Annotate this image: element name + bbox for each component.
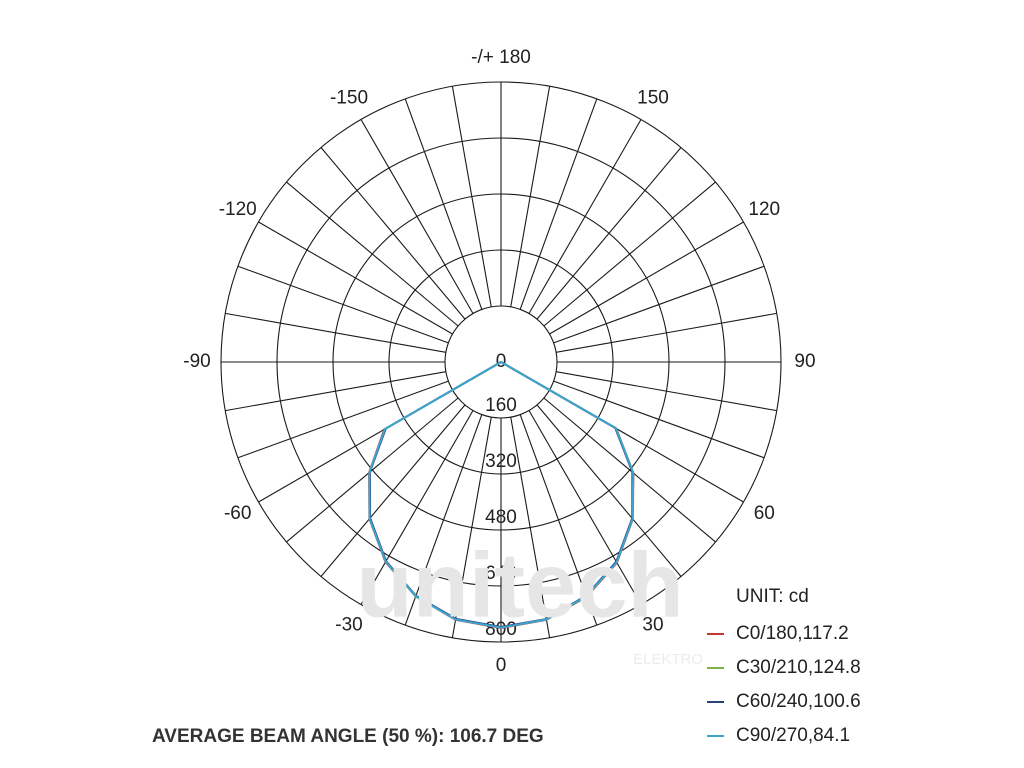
theta-tick-label: -150 <box>330 88 368 109</box>
plot: 0 160 320 480 640 800 -/+ 180 150 120 90 60 30 0 -30 -… <box>183 47 860 746</box>
theta-tick-label: -30 <box>335 614 362 635</box>
r-tick-label: 0 <box>496 351 507 372</box>
unit-label: UNIT: cd <box>736 586 809 607</box>
r-tick-label: 160 <box>485 395 517 416</box>
legend-label: C60/240,100.6 <box>736 691 861 712</box>
theta-tick-label: 30 <box>642 614 663 635</box>
ring <box>388 249 614 475</box>
ring <box>276 137 726 587</box>
legend-label: C0/180,117.2 <box>736 623 849 644</box>
legend-label: C30/210,124.8 <box>736 657 861 678</box>
ring <box>444 305 558 419</box>
theta-tick-label: 150 <box>637 88 669 109</box>
theta-tick-label: 0 <box>496 655 507 676</box>
footer: AVERAGE BEAM ANGLE (50 %): 106.7 DEG <box>152 726 544 747</box>
theta-tick-label: -60 <box>224 503 251 524</box>
watermark-brand: unitech <box>356 534 683 636</box>
theta-tick-label: 60 <box>754 503 775 524</box>
ring <box>220 81 782 643</box>
ring <box>332 193 670 531</box>
theta-tick-label: 120 <box>748 199 780 220</box>
theta-tick-label: -120 <box>219 199 257 220</box>
legend-label: C90/270,84.1 <box>736 725 850 746</box>
theta-tick-label: -90 <box>183 351 210 372</box>
theta-tick-label: -/+ 180 <box>471 47 531 68</box>
r-tick-label: 320 <box>485 451 517 472</box>
intensity-curve <box>368 361 635 629</box>
r-tick-label: 480 <box>485 507 517 528</box>
r-tick-label: 640 <box>485 563 517 584</box>
r-tick-label: 800 <box>485 619 517 640</box>
watermark-sub: ELEKTRO <box>633 651 703 668</box>
theta-tick-label: 90 <box>794 351 815 372</box>
